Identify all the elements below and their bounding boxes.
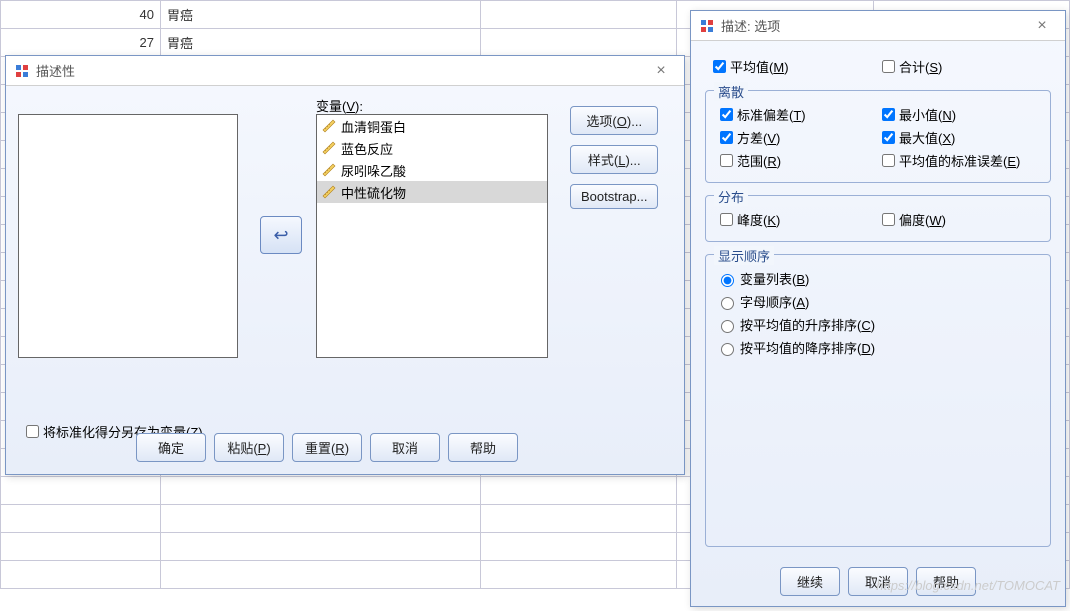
- titlebar[interactable]: 描述: 选项 ×: [691, 11, 1065, 41]
- cancel-button[interactable]: 取消: [370, 433, 440, 462]
- help-button[interactable]: 帮助: [448, 433, 518, 462]
- list-item[interactable]: 蓝色反应: [317, 137, 547, 159]
- list-item[interactable]: 尿吲哚乙酸: [317, 159, 547, 181]
- move-left-button[interactable]: ↩: [260, 216, 302, 254]
- style-button[interactable]: 样式(L)...: [570, 145, 658, 174]
- cell-num[interactable]: 27: [1, 29, 161, 57]
- variables-label: 变量(V):: [316, 96, 363, 115]
- order-varlist-radio[interactable]: 变量列表(B): [716, 269, 1040, 288]
- semean-checkbox[interactable]: 平均值的标准误差(E): [878, 151, 1040, 170]
- order-asc-radio[interactable]: 按平均值的升序排序(C): [716, 315, 1040, 334]
- order-alpha-radio[interactable]: 字母顺序(A): [716, 292, 1040, 311]
- close-button[interactable]: ×: [1027, 16, 1057, 36]
- descriptives-dialog: 描述性 × 变量(V): 血清铜蛋白蓝色反应尿吲哚乙酸中性硫化物 ↩ 选项(O)…: [5, 55, 685, 475]
- min-checkbox[interactable]: 最小值(N): [878, 105, 1040, 124]
- order-group: 显示顺序 变量列表(B) 字母顺序(A) 按平均值的升序排序(C) 按平均值的降…: [705, 254, 1051, 547]
- distribution-group: 分布 峰度(K) 偏度(W): [705, 195, 1051, 242]
- dialog-title: 描述: 选项: [721, 16, 1027, 35]
- var-checkbox[interactable]: 方差(V): [716, 128, 878, 147]
- order-desc-radio[interactable]: 按平均值的降序排序(D): [716, 338, 1040, 357]
- mean-checkbox[interactable]: 平均值(M): [709, 57, 878, 76]
- ruler-icon: [321, 162, 337, 178]
- sum-checkbox[interactable]: 合计(S): [878, 57, 1047, 76]
- bootstrap-button[interactable]: Bootstrap...: [570, 184, 658, 209]
- app-icon: [699, 18, 715, 34]
- dispersion-legend: 离散: [714, 82, 748, 101]
- distribution-legend: 分布: [714, 187, 748, 206]
- source-listbox[interactable]: [18, 114, 238, 358]
- ruler-icon: [321, 184, 337, 200]
- ruler-icon: [321, 118, 337, 134]
- reset-button[interactable]: 重置(R): [292, 433, 362, 462]
- max-checkbox[interactable]: 最大值(X): [878, 128, 1040, 147]
- help-button[interactable]: 帮助: [916, 567, 976, 596]
- range-checkbox[interactable]: 范围(R): [716, 151, 878, 170]
- list-item[interactable]: 中性硫化物: [317, 181, 547, 203]
- kurt-checkbox[interactable]: 峰度(K): [716, 210, 878, 229]
- titlebar[interactable]: 描述性 ×: [6, 56, 684, 86]
- std-checkbox[interactable]: 标准偏差(T): [716, 105, 878, 124]
- cell-txt[interactable]: 胃癌: [161, 29, 481, 57]
- continue-button[interactable]: 继续: [780, 567, 840, 596]
- variables-listbox[interactable]: 血清铜蛋白蓝色反应尿吲哚乙酸中性硫化物: [316, 114, 548, 358]
- list-item[interactable]: 血清铜蛋白: [317, 115, 547, 137]
- dispersion-group: 离散 标准偏差(T) 最小值(N) 方差(V) 最大值(X) 范围(R) 平均值…: [705, 90, 1051, 183]
- dialog-title: 描述性: [36, 61, 646, 80]
- cell-num[interactable]: 40: [1, 1, 161, 29]
- app-icon: [14, 63, 30, 79]
- order-legend: 显示顺序: [714, 246, 774, 265]
- ok-button[interactable]: 确定: [136, 433, 206, 462]
- options-button[interactable]: 选项(O)...: [570, 106, 658, 135]
- ruler-icon: [321, 140, 337, 156]
- cell[interactable]: [481, 1, 677, 29]
- close-button[interactable]: ×: [646, 61, 676, 81]
- save-z-input[interactable]: [26, 425, 39, 438]
- cancel-button[interactable]: 取消: [848, 567, 908, 596]
- skew-checkbox[interactable]: 偏度(W): [878, 210, 1040, 229]
- cell-txt[interactable]: 胃癌: [161, 1, 481, 29]
- options-dialog: 描述: 选项 × 平均值(M) 合计(S) 离散 标准偏差(T) 最小值(N) …: [690, 10, 1066, 607]
- paste-button[interactable]: 粘贴(P): [214, 433, 284, 462]
